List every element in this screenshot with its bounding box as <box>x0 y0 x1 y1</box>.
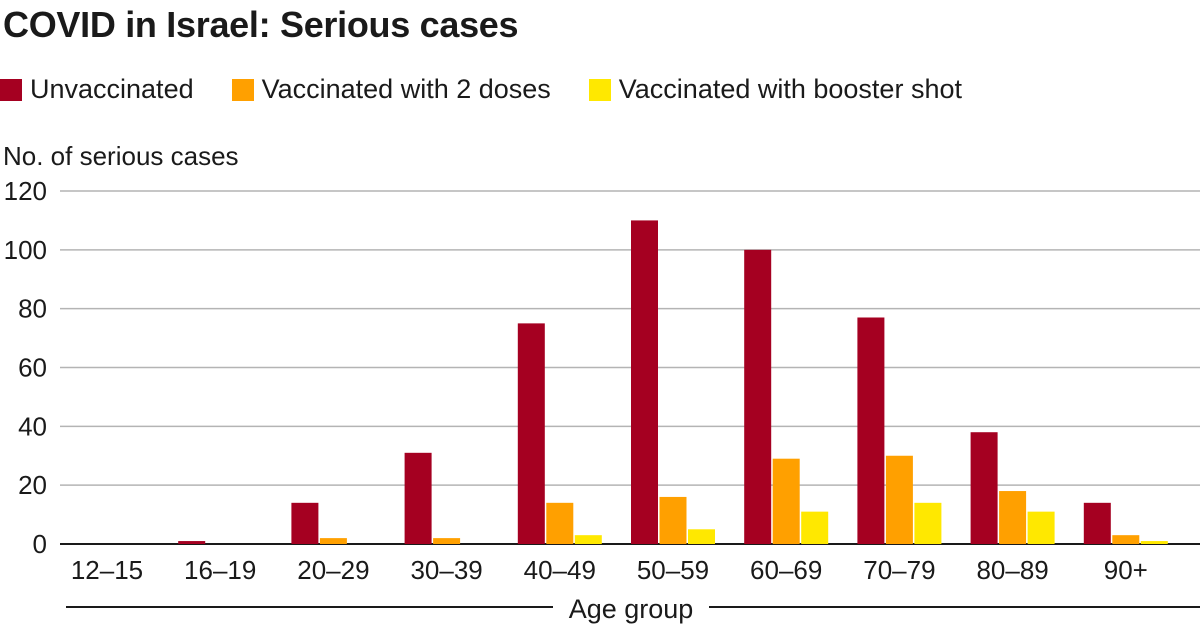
bar-booster <box>1140 541 1168 544</box>
x-tick-label: 80–89 <box>976 555 1048 585</box>
bar-unvaccinated <box>631 220 658 544</box>
legend-swatch-two-doses <box>231 78 254 101</box>
x-tick-label: 12–15 <box>71 555 143 585</box>
bar-two-doses <box>319 538 347 544</box>
x-tick-label: 16–19 <box>184 555 256 585</box>
bar-unvaccinated <box>404 452 432 544</box>
bar-unvaccinated <box>857 317 885 544</box>
bar-two-doses <box>433 538 461 544</box>
y-tick-labels: 0 20 40 60 80 100 120 <box>4 176 47 559</box>
bar-booster <box>801 511 829 544</box>
y-tick-label: 100 <box>4 235 47 265</box>
gridlines <box>60 190 1200 545</box>
legend-item-booster: Vaccinated with booster shot <box>588 74 962 105</box>
legend-label-two-doses: Vaccinated with 2 doses <box>261 74 551 104</box>
x-axis-label: Age group <box>569 594 694 624</box>
chart-title: COVID in Israel: Serious cases <box>3 4 519 45</box>
bar-booster <box>1027 511 1055 544</box>
bar-unvaccinated <box>291 502 319 544</box>
bar-two-doses <box>772 458 800 544</box>
legend-swatch-unvaccinated <box>0 78 22 101</box>
bar-unvaccinated <box>517 323 545 544</box>
legend-label-booster: Vaccinated with booster shot <box>618 74 962 104</box>
bar-two-doses <box>546 502 574 544</box>
bar-booster <box>574 535 602 544</box>
bar-unvaccinated <box>178 541 206 544</box>
bar-unvaccinated <box>970 432 998 544</box>
x-tick-label: 20–29 <box>297 555 369 585</box>
x-tick-labels: 12–15 16–19 20–29 30–39 40–49 50–59 60–69 70–79… <box>71 555 1148 585</box>
y-tick-label: 0 <box>33 529 47 559</box>
legend-swatch-booster <box>588 78 611 101</box>
y-tick-label: 60 <box>18 353 47 383</box>
y-axis-label: No. of serious cases <box>3 141 239 171</box>
bar-two-doses <box>659 496 687 544</box>
y-tick-label: 20 <box>18 470 47 500</box>
bar-two-doses <box>999 491 1027 544</box>
x-tick-label: 50–59 <box>637 555 709 585</box>
y-tick-label: 80 <box>18 294 47 324</box>
legend: Unvaccinated Vaccinated with 2 doses Vac… <box>0 74 1000 105</box>
bar-two-doses <box>885 455 913 544</box>
y-tick-label: 120 <box>4 176 47 206</box>
bar-two-doses <box>1112 535 1140 544</box>
y-tick-label: 40 <box>18 411 47 441</box>
legend-label-unvaccinated: Unvaccinated <box>30 74 194 104</box>
bars <box>178 220 1168 545</box>
bar-booster <box>914 502 942 544</box>
bar-unvaccinated <box>1083 502 1111 544</box>
legend-item-unvaccinated: Unvaccinated <box>0 74 194 105</box>
bar-unvaccinated <box>744 249 772 545</box>
x-tick-label: 70–79 <box>863 555 935 585</box>
x-tick-label: 30–39 <box>410 555 482 585</box>
legend-item-two-doses: Vaccinated with 2 doses <box>231 74 551 105</box>
x-tick-label: 90+ <box>1104 555 1148 585</box>
bar-booster <box>688 529 715 544</box>
x-tick-label: 40–49 <box>524 555 596 585</box>
x-tick-label: 60–69 <box>750 555 822 585</box>
